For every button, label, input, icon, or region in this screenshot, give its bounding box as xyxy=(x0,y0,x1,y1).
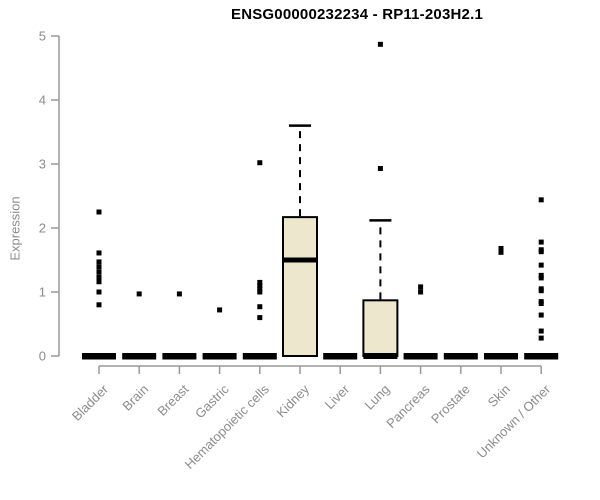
median-line xyxy=(283,257,317,263)
outlier-point xyxy=(96,264,102,270)
box-kidney xyxy=(282,216,318,357)
outlier-point xyxy=(176,291,182,297)
outlier-point xyxy=(538,312,544,318)
y-tick-label-2: 2 xyxy=(39,221,46,236)
outlier-point xyxy=(257,286,263,292)
outlier-point xyxy=(96,269,102,275)
outlier-point xyxy=(377,165,383,171)
y-tick-label-5: 5 xyxy=(39,29,46,44)
outlier-point xyxy=(96,279,102,285)
boxplot-group-breast xyxy=(162,291,197,360)
y-tick-label-0: 0 xyxy=(39,349,46,364)
x-tick-label-breast: Breast xyxy=(154,381,191,418)
y-tick-label-3: 3 xyxy=(39,157,46,172)
y-tick-label-4: 4 xyxy=(39,93,46,108)
flat-box-pancreas xyxy=(403,353,438,360)
outlier-point xyxy=(136,291,142,297)
outlier-point xyxy=(96,259,102,265)
outlier-point xyxy=(498,249,504,255)
outlier-point xyxy=(257,160,263,166)
boxplot-group-prostate xyxy=(443,353,478,360)
outlier-point xyxy=(538,335,544,341)
outlier-point xyxy=(538,288,544,294)
outlier-point xyxy=(538,249,544,255)
outlier-point xyxy=(498,245,504,251)
x-tick-label-brain: Brain xyxy=(119,382,151,414)
chart-title: ENSG00000232234 - RP11-203H2.1 xyxy=(230,6,483,23)
flat-box-hematopoietic-cells xyxy=(242,353,277,360)
x-tick-label-unknown-other: Unknown / Other xyxy=(474,381,554,461)
flat-box-prostate xyxy=(443,353,478,360)
flat-box-brain xyxy=(122,353,157,360)
boxplot-group-skin xyxy=(484,245,518,360)
x-tick-label-lung: Lung xyxy=(361,382,392,413)
boxplot-group-unknown-other xyxy=(524,197,559,360)
outlier-point xyxy=(257,315,263,321)
flat-box-liver xyxy=(323,353,358,360)
outlier-point xyxy=(418,284,424,290)
outlier-point xyxy=(96,274,102,280)
boxplot-group-bladder xyxy=(82,209,116,360)
outlier-point xyxy=(538,239,544,245)
outlier-point xyxy=(538,262,544,268)
outlier-point xyxy=(538,328,544,334)
flat-box-skin xyxy=(484,353,518,360)
boxplot-group-hematopoietic-cells xyxy=(242,160,277,360)
outlier-point xyxy=(538,301,544,307)
flat-box-gastric xyxy=(202,353,237,360)
box-lung xyxy=(362,299,399,358)
boxplot-group-liver xyxy=(323,353,358,360)
outlier-point xyxy=(257,279,263,285)
boxplot-group-lung xyxy=(362,41,399,359)
y-tick-label-1: 1 xyxy=(39,285,46,300)
x-tick-label-kidney: Kidney xyxy=(273,381,312,420)
x-tick-label-liver: Liver xyxy=(322,381,353,412)
outlier-point xyxy=(257,304,263,310)
outlier-point xyxy=(538,275,544,281)
flat-box-breast xyxy=(162,353,197,360)
outlier-point xyxy=(217,307,223,313)
flat-box-unknown-other xyxy=(524,353,559,360)
boxplot-group-kidney xyxy=(282,124,318,357)
y-axis-title: Expression xyxy=(7,196,23,261)
x-tick-label-skin: Skin xyxy=(485,382,513,410)
boxplot-group-pancreas xyxy=(403,284,438,360)
outlier-point xyxy=(257,283,263,289)
flat-box-bladder xyxy=(82,353,116,360)
boxplot-group-brain xyxy=(122,291,157,360)
outlier-point xyxy=(96,209,102,215)
outlier-point xyxy=(96,289,102,295)
x-tick-label-pancreas: Pancreas xyxy=(383,381,433,431)
outlier-point xyxy=(96,302,102,308)
x-tick-label-prostate: Prostate xyxy=(428,382,473,427)
x-tick-label-bladder: Bladder xyxy=(69,381,112,424)
outlier-point xyxy=(538,272,544,278)
outlier-point xyxy=(538,197,544,203)
outlier-point xyxy=(257,289,263,295)
outlier-point xyxy=(96,250,102,256)
median-line xyxy=(363,353,398,359)
outlier-point xyxy=(418,289,424,295)
boxplot-group-gastric xyxy=(202,307,237,360)
outlier-point xyxy=(377,41,383,47)
x-tick-label-gastric: Gastric xyxy=(192,381,232,421)
